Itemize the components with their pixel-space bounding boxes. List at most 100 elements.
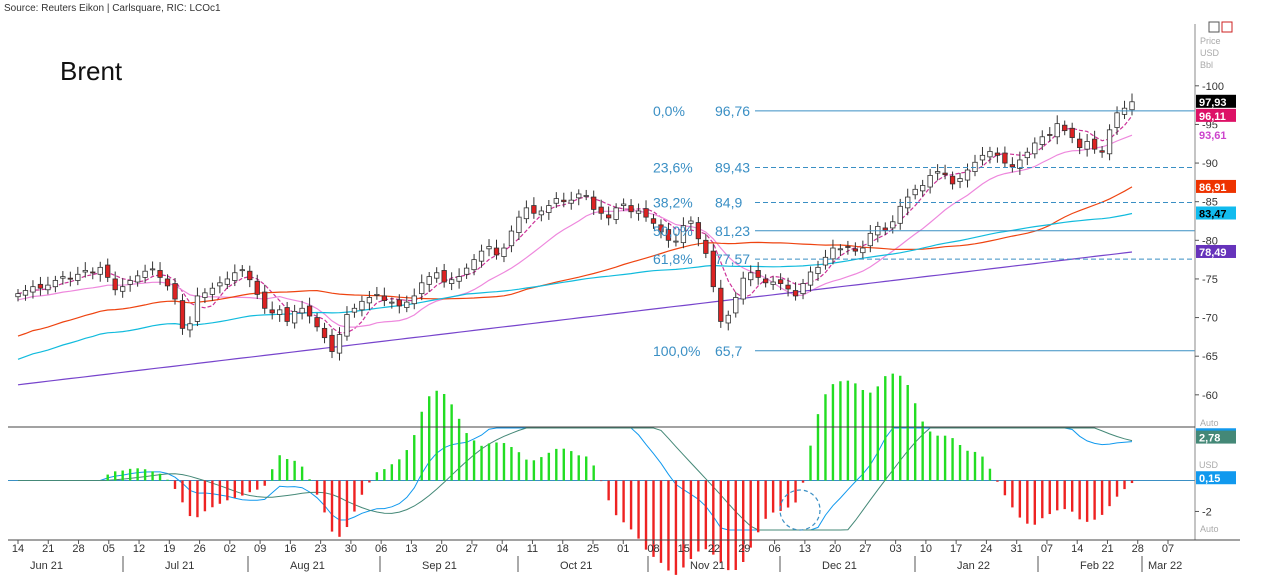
ma-tag: 78,49 [1199,247,1227,259]
candle-body [755,270,761,278]
candle-body [531,205,537,214]
unit-header-label: USD [1200,48,1220,58]
chart-title: Brent [60,56,123,86]
y-tick-label: -60 [1202,390,1218,402]
x-tick-label: 05 [103,543,115,555]
candle-body [920,185,926,192]
candle-body [1024,151,1030,159]
candle-body [1002,152,1008,164]
candle-body [82,270,88,273]
x-tick-label: 12 [133,543,145,555]
candle-body [52,280,59,288]
candle-body [239,269,245,272]
auto-label-main: Auto [1200,418,1219,428]
candle-body [396,299,402,307]
candle-body [718,287,724,322]
source-note: Source: Reuters Eikon | Carlsquare, RIC:… [4,3,221,14]
candle-body [67,277,73,280]
x-tick-label: 20 [829,543,841,555]
fib-label: 38,2% [653,194,693,210]
unit-header-label: Bbl [1200,60,1213,70]
candle-body [957,178,963,183]
candle-body [665,229,672,241]
x-tick-label: 25 [587,543,599,555]
candle-body [725,314,731,324]
candle-body [553,198,559,204]
x-tick-label: 18 [557,543,569,555]
x-tick-label: 16 [284,543,296,555]
candle-body [620,203,627,206]
candle-body [942,172,948,176]
candle-body [1084,141,1090,150]
candle-body [1054,123,1060,138]
candle-body [194,295,201,322]
candle-body [493,247,500,256]
candle-body [187,323,193,331]
candle-body [419,282,425,295]
restore-icon [1208,21,1220,33]
x-tick-label: 11 [527,543,538,555]
candle-body [314,317,320,328]
unit-header-label: Price [1200,36,1221,46]
fib-label: 23,6% [653,159,693,175]
candle-body [277,309,283,315]
x-tick-label: 13 [405,543,417,555]
x-tick-label: 06 [375,543,387,555]
candle-body [217,282,223,287]
candle-body [785,284,791,290]
candle-body [710,250,716,288]
fib-label: 61,8% [653,251,693,267]
candle-body [733,297,739,314]
candle-body [30,286,36,293]
candle-body [299,307,305,314]
candle-body [568,199,574,204]
candle-body [344,314,350,337]
candle-body [613,207,619,220]
candle-body [1129,101,1135,111]
ma-tag-bg [1196,244,1236,258]
candle-body [1091,138,1098,150]
candle-body [591,196,597,210]
x-tick-label: 14 [1071,543,1083,555]
candle-body [456,276,462,282]
candle-body [561,199,567,203]
candle-body [1106,129,1113,155]
candle-body [688,220,694,224]
candle-body [763,278,769,284]
candle-body [1114,112,1120,128]
candle-body [837,248,844,251]
candle-body [979,154,986,161]
candle-body [284,307,290,322]
candle-body [202,292,208,298]
candle-body [800,283,806,295]
x-tick-label: 21 [42,543,54,555]
ma-tag: 96,11 [1199,111,1226,123]
candle-body [523,207,530,220]
candle-body [740,277,746,300]
candle-body [1077,138,1083,149]
month-label: Sep 21 [422,560,457,572]
candle-body [112,278,118,291]
candle-body [411,295,417,305]
month-label: Feb 22 [1080,560,1114,572]
ma-tag-bg [1196,206,1236,220]
x-tick-label: 29 [738,543,750,555]
y-tick-label: -75 [1202,274,1218,286]
candle-body [75,273,81,281]
x-tick-label: 24 [980,543,992,555]
month-label: Mar 22 [1148,560,1182,572]
candle-body [1069,127,1075,138]
candle-body [404,301,410,308]
candle-body [209,287,216,295]
candle-body [987,151,993,158]
candle-body [120,286,126,292]
candle-body [45,284,51,291]
fib-value: 65,7 [715,343,742,359]
candle-body [508,230,515,247]
y-tick-label: -65 [1202,351,1218,363]
macd-tag: 2,78 [1199,433,1220,445]
x-tick-label: 04 [496,543,508,555]
candle-body [673,240,679,243]
ma-tag: 93,61 [1199,130,1227,142]
candle-body [232,272,238,281]
